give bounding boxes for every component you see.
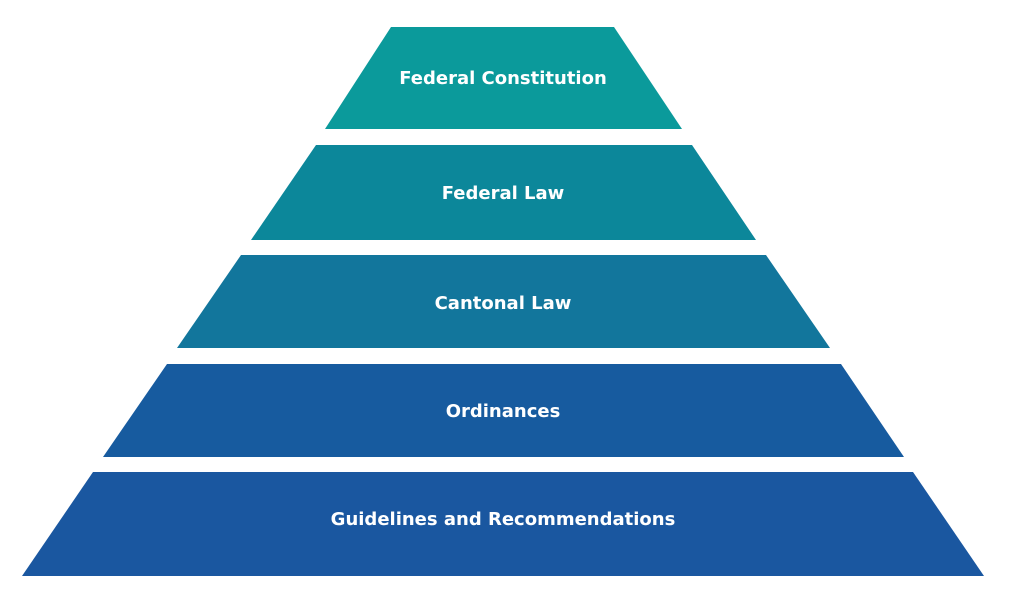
tier-ordinances-label: Ordinances [446,401,561,422]
tier-federal-law-shape [251,145,756,240]
tier-guidelines-and-recommendations-label: Guidelines and Recommendations [331,509,676,530]
tier-ordinances-shape [103,364,904,457]
tier-cantonal-law: Cantonal Law [177,255,830,348]
tier-federal-constitution: Federal Constitution [325,27,682,129]
tier-federal-constitution-shape [325,27,682,129]
tier-ordinances: Ordinances [103,364,904,457]
tier-federal-law: Federal Law [251,145,756,240]
tier-guidelines-and-recommendations-shape [22,472,984,576]
tier-guidelines-and-recommendations: Guidelines and Recommendations [22,472,984,576]
tier-federal-constitution-label: Federal Constitution [399,68,607,89]
tier-cantonal-law-shape [177,255,830,348]
tier-cantonal-law-label: Cantonal Law [435,293,572,314]
tier-federal-law-label: Federal Law [442,183,565,204]
